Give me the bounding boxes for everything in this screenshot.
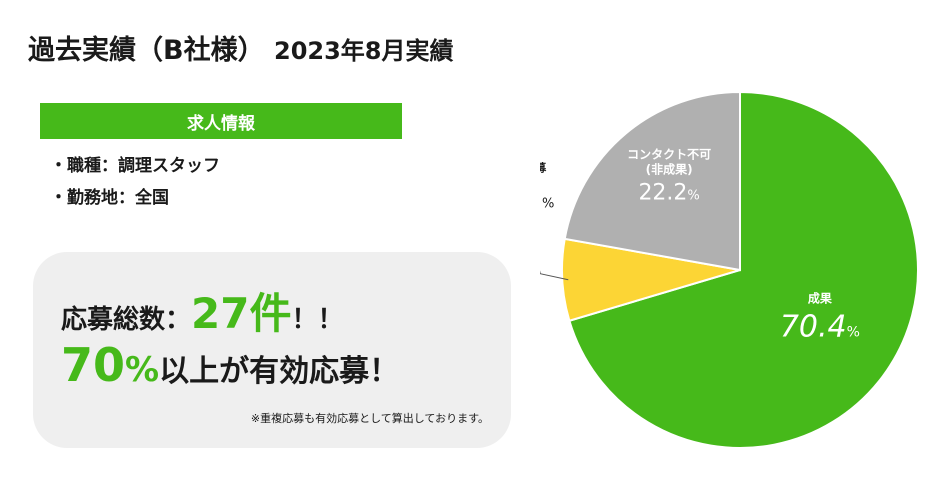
summary-valid-number: 70 [61,338,126,392]
pie-label-value-1: 7.4% [540,181,554,216]
title-period: 2023年8月実績 [274,37,454,65]
summary-box: 応募総数：27件！！ 70%以上が有効応募！ ※重複応募も有効応募として算出して… [33,252,511,448]
pie-label-name-2: コンタクト不可(非成果) [627,148,711,177]
pie-label-name-0: 成果 [808,291,832,306]
pie-slices [561,90,919,449]
summary-total-value: 27件 [191,289,292,338]
job-info-location: ・勤務地：全国 [50,188,169,208]
pie-chart: 成果 70.4% 重複応募 7.4% コンタクト不可(非成果) 22.2% [540,90,919,449]
page-title: 過去実績（B社様） 2023年8月実績 [28,28,454,67]
pie-label-value-2: 22.2% [638,181,699,206]
job-info-heading: 求人情報 [40,103,402,139]
pie-labels: 成果 70.4% 重複応募 7.4% コンタクト不可(非成果) 22.2% [540,148,860,345]
summary-total-exclaim: ！！ [291,305,344,335]
summary-total-label: 応募総数： [61,305,192,335]
job-info-list: ・職種：調理スタッフ ・勤務地：全国 [50,150,220,214]
summary-valid-unit: % [125,350,160,390]
pie-label-value-0: 70.4% [780,310,860,345]
summary-valid-text: 以上が有効応募！ [159,354,400,389]
summary-footnote: ※重複応募も有効応募として算出しております。 [250,412,489,425]
callout-leader-line [540,270,569,281]
pie-slice-0 [568,90,919,449]
summary-valid-percent: 70% [61,338,159,392]
pie-label-name-1: 重複応募 [540,161,547,175]
summary-valid-rate: 70%以上が有効応募！ [61,338,399,392]
summary-total-applications: 応募総数：27件！！ [61,280,343,341]
pie-slice-2 [563,90,741,272]
title-main: 過去実績（B社様） [28,35,265,66]
job-info-occupation: ・職種：調理スタッフ [50,156,220,176]
